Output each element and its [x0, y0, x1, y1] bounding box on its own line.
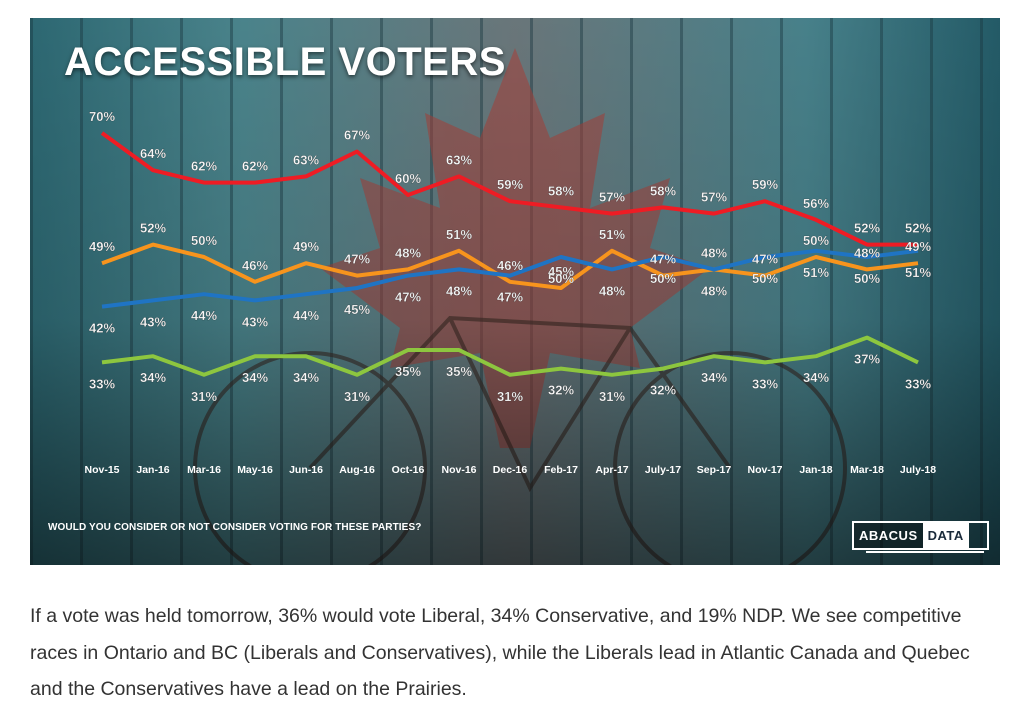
chart-subtitle: WOULD YOU CONSIDER OR NOT CONSIDER VOTIN…: [48, 522, 422, 533]
data-label: 31%: [599, 389, 625, 404]
data-label: 47%: [395, 290, 421, 305]
x-tick-label: Jan-18: [799, 464, 832, 476]
x-tick-label: Jun-16: [289, 464, 323, 476]
data-label: 34%: [140, 370, 166, 385]
logo-word-data: DATA: [922, 523, 969, 548]
data-label: 50%: [854, 271, 880, 286]
data-label: 63%: [446, 152, 472, 167]
data-label: 44%: [191, 308, 217, 323]
data-label: 31%: [497, 389, 523, 404]
data-label: 45%: [548, 264, 574, 279]
x-tick-label: July-18: [900, 464, 936, 476]
data-label: 32%: [650, 383, 676, 398]
line-chart: 70% 64% 62% 62% 63% 67% 60% 63% 59% 58% 57% 58% 57% 5…: [84, 109, 936, 476]
series-line: [101, 335, 919, 377]
data-label: 49%: [89, 239, 115, 254]
data-label: 34%: [242, 370, 268, 385]
data-label: 35%: [446, 364, 472, 379]
data-label: 50%: [752, 271, 778, 286]
data-label: 59%: [497, 177, 523, 192]
data-label: 48%: [395, 245, 421, 260]
data-label: 64%: [140, 146, 166, 161]
x-tick-label: Mar-18: [850, 464, 884, 476]
data-label: 32%: [548, 383, 574, 398]
data-label: 50%: [803, 233, 829, 248]
x-tick-label: Nov-15: [84, 464, 119, 476]
data-label: 51%: [446, 227, 472, 242]
x-tick-label: Apr-17: [595, 464, 628, 476]
data-label: 62%: [191, 159, 217, 174]
data-label: 57%: [701, 190, 727, 205]
logo-word-abacus: ABACUS: [854, 523, 923, 548]
data-label: 43%: [140, 314, 166, 329]
data-label: 56%: [803, 196, 829, 211]
data-label: 47%: [650, 252, 676, 267]
data-label: 42%: [89, 321, 115, 336]
x-tick-label: Oct-16: [392, 464, 425, 476]
data-label: 45%: [344, 302, 370, 317]
x-tick-label: Sep-17: [697, 464, 732, 476]
data-label: 51%: [803, 265, 829, 280]
data-label: 48%: [701, 245, 727, 260]
data-label: 62%: [242, 159, 268, 174]
data-label: 33%: [89, 376, 115, 391]
data-label: 43%: [242, 314, 268, 329]
data-label: 67%: [344, 128, 370, 143]
data-label: 51%: [599, 227, 625, 242]
data-label: 60%: [395, 171, 421, 186]
data-label: 51%: [905, 265, 931, 280]
logo-underline: [866, 551, 984, 553]
article-paragraph: If a vote was held tomorrow, 36% would v…: [30, 605, 970, 700]
data-label: 47%: [752, 252, 778, 267]
data-label: 58%: [548, 183, 574, 198]
data-label: 46%: [497, 258, 523, 273]
data-label: 59%: [752, 177, 778, 192]
x-tick-label: Jan-16: [136, 464, 169, 476]
data-label: 48%: [701, 283, 727, 298]
data-label: 70%: [89, 109, 115, 124]
data-label: 50%: [548, 271, 574, 286]
series-line: [101, 248, 919, 309]
data-label: 34%: [701, 370, 727, 385]
data-label: 34%: [293, 370, 319, 385]
x-tick-label: Aug-16: [339, 464, 375, 476]
data-label: 35%: [395, 364, 421, 379]
chart-title: ACCESSIBLE VOTERS: [64, 40, 506, 84]
data-label: 58%: [650, 183, 676, 198]
data-label: 33%: [752, 376, 778, 391]
data-label: 52%: [905, 221, 931, 236]
series-line: [101, 242, 919, 290]
data-label: 49%: [293, 239, 319, 254]
data-label: 52%: [140, 221, 166, 236]
data-label: 44%: [293, 308, 319, 323]
data-label: 52%: [854, 221, 880, 236]
chart-figure: ACCESSIBLE VOTERS 70% 64% 62% 62% 63% 67% 60% 6…: [30, 18, 1000, 565]
x-tick-label: Mar-16: [187, 464, 221, 476]
data-label: 47%: [344, 252, 370, 267]
data-label: 49%: [905, 239, 931, 254]
abacus-data-logo: ABACUS DATA: [852, 521, 989, 550]
data-label: 50%: [191, 233, 217, 248]
data-label: 37%: [854, 352, 880, 367]
x-tick-label: May-16: [237, 464, 273, 476]
x-tick-label: Nov-17: [747, 464, 782, 476]
data-label: 47%: [497, 290, 523, 305]
data-label: 48%: [599, 283, 625, 298]
series-line: [100, 131, 918, 247]
data-label: 46%: [242, 258, 268, 273]
data-label: 48%: [446, 283, 472, 298]
x-tick-label: July-17: [645, 464, 681, 476]
data-label: 31%: [191, 389, 217, 404]
data-label: 34%: [803, 370, 829, 385]
data-label: 50%: [650, 271, 676, 286]
x-tick-label: Feb-17: [544, 464, 578, 476]
data-label: 48%: [854, 245, 880, 260]
x-tick-label: Nov-16: [441, 464, 476, 476]
data-label: 63%: [293, 152, 319, 167]
data-label: 57%: [599, 190, 625, 205]
data-label: 33%: [905, 376, 931, 391]
data-label: 31%: [344, 389, 370, 404]
x-tick-label: Dec-16: [493, 464, 528, 476]
